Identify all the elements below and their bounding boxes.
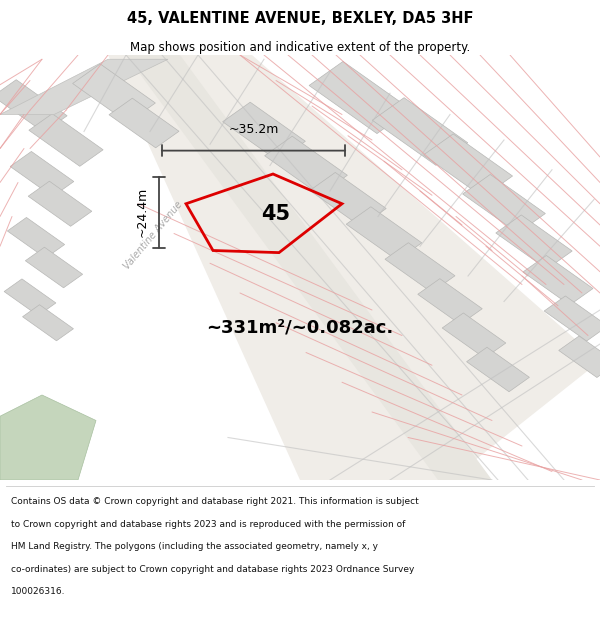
Polygon shape xyxy=(385,242,455,292)
Polygon shape xyxy=(346,207,422,260)
Text: 100026316.: 100026316. xyxy=(11,588,65,596)
Polygon shape xyxy=(523,256,593,305)
Polygon shape xyxy=(109,98,179,148)
Polygon shape xyxy=(372,98,468,165)
Polygon shape xyxy=(0,80,67,132)
Polygon shape xyxy=(25,248,83,288)
Polygon shape xyxy=(7,217,65,258)
Polygon shape xyxy=(559,336,600,377)
Polygon shape xyxy=(0,59,168,114)
Polygon shape xyxy=(23,305,73,341)
Text: ~35.2m: ~35.2m xyxy=(229,122,278,136)
Polygon shape xyxy=(424,134,512,197)
Text: ~331m²/~0.082ac.: ~331m²/~0.082ac. xyxy=(206,318,394,336)
Polygon shape xyxy=(0,395,96,480)
Text: Map shows position and indicative extent of the property.: Map shows position and indicative extent… xyxy=(130,41,470,54)
Polygon shape xyxy=(223,102,305,161)
Text: Valentine Avenue: Valentine Avenue xyxy=(122,200,184,271)
Polygon shape xyxy=(496,215,572,269)
Text: Contains OS data © Crown copyright and database right 2021. This information is : Contains OS data © Crown copyright and d… xyxy=(11,498,419,506)
Polygon shape xyxy=(10,151,74,196)
Text: 45, VALENTINE AVENUE, BEXLEY, DA5 3HF: 45, VALENTINE AVENUE, BEXLEY, DA5 3HF xyxy=(127,11,473,26)
Text: 45: 45 xyxy=(262,204,290,224)
Polygon shape xyxy=(28,181,92,226)
Polygon shape xyxy=(544,296,600,341)
Polygon shape xyxy=(29,114,103,166)
Polygon shape xyxy=(442,313,506,358)
Polygon shape xyxy=(310,173,386,226)
Polygon shape xyxy=(309,61,411,134)
Text: ~24.4m: ~24.4m xyxy=(135,187,148,238)
Polygon shape xyxy=(265,136,347,195)
Polygon shape xyxy=(418,279,482,324)
Polygon shape xyxy=(463,174,545,233)
Polygon shape xyxy=(126,55,492,480)
Polygon shape xyxy=(108,55,600,480)
Text: HM Land Registry. The polygons (including the associated geometry, namely x, y: HM Land Registry. The polygons (includin… xyxy=(11,542,378,551)
Text: to Crown copyright and database rights 2023 and is reproduced with the permissio: to Crown copyright and database rights 2… xyxy=(11,520,405,529)
Text: co-ordinates) are subject to Crown copyright and database rights 2023 Ordnance S: co-ordinates) are subject to Crown copyr… xyxy=(11,565,414,574)
Polygon shape xyxy=(73,64,155,122)
Polygon shape xyxy=(4,279,56,316)
Polygon shape xyxy=(467,348,529,392)
